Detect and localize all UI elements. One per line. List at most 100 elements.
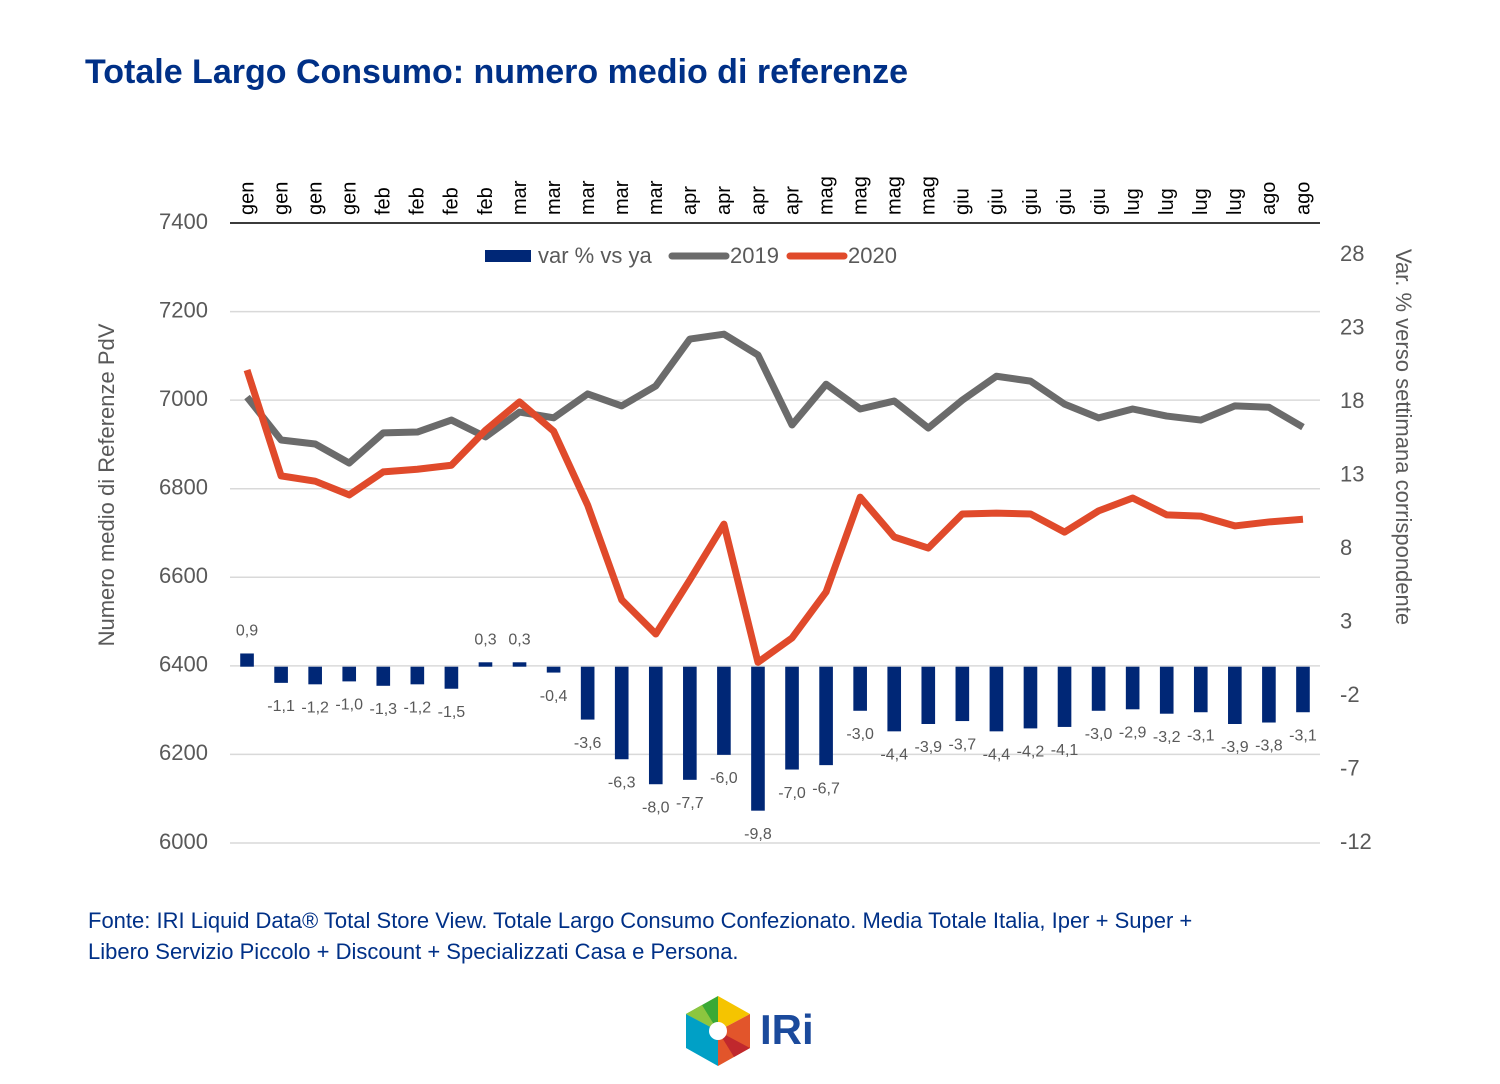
x-tick-label: mar	[611, 180, 633, 215]
bar	[1193, 666, 1208, 713]
data-label: -3,7	[949, 736, 977, 753]
y2-tick-label: 18	[1340, 388, 1364, 413]
bar	[478, 662, 493, 667]
data-label: -3,9	[1221, 739, 1249, 756]
bar	[512, 662, 527, 667]
x-tick-label: giu	[1020, 188, 1042, 215]
chart-title: Totale Largo Consumo: numero medio di re…	[85, 53, 908, 91]
data-label: -7,7	[676, 795, 704, 812]
data-label: -1,3	[369, 701, 397, 718]
x-tick-label: mar	[509, 180, 531, 215]
x-tick-label: ago	[1292, 182, 1314, 215]
data-label: -6,7	[812, 780, 840, 797]
bar	[1228, 666, 1242, 724]
y-tick-label: 6200	[159, 740, 208, 765]
data-label: -3,6	[574, 735, 602, 752]
bar	[1057, 666, 1072, 727]
y2-axis-label: Var. % verso settimana corrispondente	[1391, 249, 1416, 625]
y-tick-label: 6600	[159, 563, 208, 588]
bar	[1159, 666, 1174, 714]
line	[244, 330, 1305, 467]
data-label: -4,4	[880, 747, 908, 764]
x-tick-label: mag	[918, 176, 940, 215]
x-tick-label: ago	[1258, 182, 1280, 215]
data-label: -3,8	[1255, 738, 1283, 755]
x-tick-label: lug	[1156, 188, 1178, 215]
bar	[853, 666, 867, 711]
x-tick-label: apr	[781, 186, 803, 215]
y-tick-label: 7400	[159, 209, 208, 234]
bar	[785, 666, 799, 770]
x-tick-label: apr	[679, 186, 701, 215]
bar	[648, 666, 663, 785]
bar	[819, 666, 833, 766]
data-label: 0,3	[474, 632, 496, 649]
x-tick-label: feb	[475, 187, 497, 215]
data-label: -4,4	[983, 747, 1011, 764]
data-label: -6,3	[608, 774, 636, 791]
bar	[444, 666, 459, 689]
data-label: -3,1	[1289, 727, 1317, 744]
x-tick-label: lug	[1122, 188, 1144, 215]
bar	[887, 666, 902, 732]
bar	[580, 666, 595, 720]
y2-tick-label: -7	[1340, 755, 1360, 780]
legend-label: var % vs ya	[538, 243, 652, 268]
data-label: -2,9	[1119, 725, 1147, 742]
x-tick-label: feb	[441, 187, 463, 215]
y2-tick-label: 13	[1340, 462, 1364, 487]
bar	[955, 666, 970, 722]
source-line: Fonte: IRI Liquid Data® Total Store View…	[88, 908, 1192, 933]
data-label: -3,0	[846, 726, 874, 743]
x-tick-label: mar	[645, 180, 667, 215]
x-tick-label: giu	[986, 188, 1008, 215]
bar	[546, 666, 561, 673]
y-tick-label: 6400	[159, 652, 208, 677]
data-label: -9,8	[744, 826, 772, 843]
y2-tick-label: -2	[1340, 682, 1360, 707]
legend-label: 2020	[848, 243, 897, 268]
bar	[1023, 666, 1038, 729]
x-tick-label: mag	[884, 176, 906, 215]
x-tick-label: giu	[1088, 188, 1110, 215]
data-label: -6,0	[710, 770, 738, 787]
bar	[342, 666, 357, 682]
x-tick-label: apr	[747, 186, 769, 215]
legend-swatch	[485, 250, 531, 262]
logo-icon	[686, 996, 750, 1066]
bar	[1125, 666, 1140, 710]
data-label: -3,9	[914, 739, 942, 756]
x-tick-label: gen	[270, 182, 292, 215]
data-label: -8,0	[642, 799, 670, 816]
data-label: -3,0	[1085, 726, 1113, 743]
y2-tick-label: 3	[1340, 608, 1352, 633]
data-label: -7,0	[778, 785, 806, 802]
bar	[1262, 666, 1276, 723]
y-tick-label: 6800	[159, 475, 208, 500]
bar	[274, 666, 288, 683]
x-tick-label: gen	[236, 182, 258, 215]
x-tick-label: feb	[407, 187, 429, 215]
source-line: Libero Servizio Piccolo + Discount + Spe…	[88, 939, 739, 964]
y2-tick-label: 8	[1340, 535, 1352, 560]
x-tick-label: mar	[577, 180, 599, 215]
x-tick-label: gen	[339, 182, 361, 215]
legend-label: 2019	[730, 243, 779, 268]
bar	[1091, 666, 1106, 711]
bar	[989, 666, 1004, 732]
data-label: 0,3	[508, 632, 530, 649]
x-tick-label: lug	[1190, 188, 1212, 215]
bar	[751, 666, 765, 811]
bar	[410, 666, 425, 685]
bar	[614, 666, 629, 760]
x-tick-label: mag	[849, 176, 871, 215]
data-label: 0,9	[236, 623, 258, 640]
bar	[921, 666, 936, 724]
y-tick-label: 6000	[159, 829, 208, 854]
y2-tick-label: -12	[1340, 829, 1372, 854]
x-tick-label: lug	[1224, 188, 1246, 215]
data-label: -4,2	[1017, 744, 1045, 761]
line	[243, 368, 1304, 666]
data-label: -1,5	[438, 704, 466, 721]
